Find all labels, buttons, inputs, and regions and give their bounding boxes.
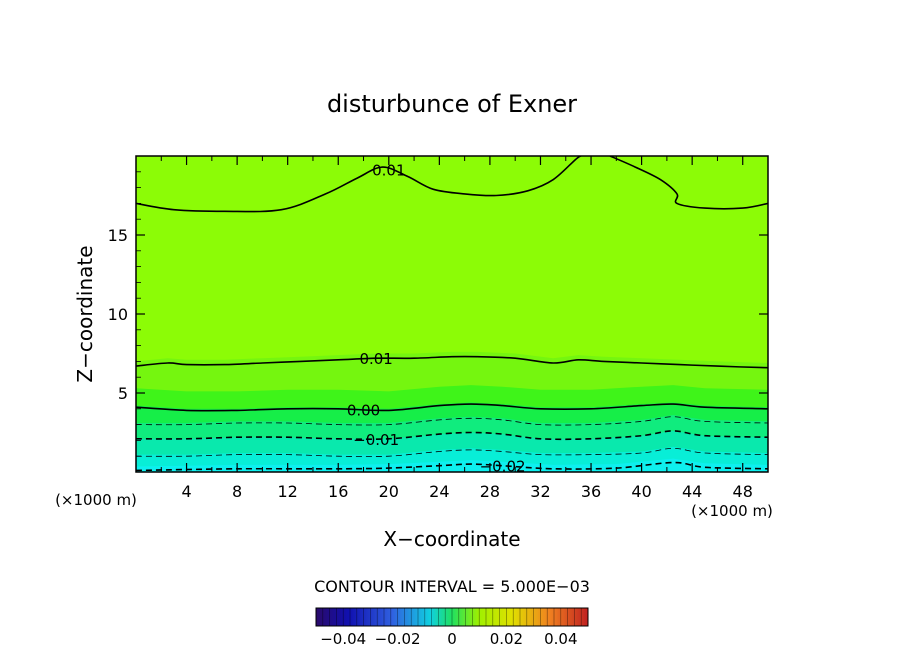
x-tick-label: 20 (379, 482, 399, 501)
contour-label: −0.01 (353, 431, 399, 449)
colorbar-tick-label: 0 (447, 630, 457, 648)
contour-label: 0.01 (359, 350, 392, 368)
y-tick-label: 5 (118, 384, 128, 403)
y-axis-label: Z−coordinate (73, 245, 97, 382)
colorbar-tick-label: −0.04 (320, 630, 366, 648)
colorbar-tick-label: 0.02 (490, 630, 523, 648)
x-tick-label: 12 (278, 482, 298, 501)
x-tick-label: 32 (530, 482, 550, 501)
contour-line (136, 447, 768, 458)
x-axis-label: X−coordinate (383, 527, 520, 551)
contour-fill-bands (136, 156, 768, 472)
contour-line (136, 403, 768, 412)
x-tick-label: 16 (328, 482, 348, 501)
contour-line (136, 461, 768, 472)
y-tick-label: 15 (108, 226, 128, 245)
colorbar-stripes (322, 608, 582, 626)
contour-label: 0.00 (347, 402, 380, 420)
contour-interval-text: CONTOUR INTERVAL = 5.000E−03 (314, 577, 590, 596)
contour-label: −0.02 (480, 458, 526, 476)
contour-line (136, 156, 582, 213)
x-tick-label: 36 (581, 482, 601, 501)
colorbar: −0.04 −0.02 0 0.02 0.04 (315, 607, 589, 648)
colorbar-tick-label: −0.02 (375, 630, 421, 648)
x-axis-ticks: 4 8 12 16 20 24 28 32 36 40 44 48 (160, 156, 753, 501)
contour-lines (136, 156, 768, 472)
contour-line (136, 430, 768, 441)
x-axis-unit-label: (×1000 m) (691, 502, 773, 520)
plot-area (136, 156, 768, 472)
colorbar-tick-label: 0.04 (544, 630, 577, 648)
chart-title: disturbunce of Exner (327, 90, 577, 118)
colorbar-tick-labels: −0.04 −0.02 0 0.02 0.04 (320, 630, 577, 648)
y-axis-ticks: 5 10 15 (108, 171, 768, 457)
x-tick-label: 28 (480, 482, 500, 501)
y-tick-label: 10 (108, 305, 128, 324)
x-tick-label: 24 (429, 482, 449, 501)
contour-label: 0.01 (372, 161, 405, 179)
x-tick-label: 8 (232, 482, 242, 501)
contour-labels: 0.01 0.01 0.00 −0.01 −0.02 (347, 161, 526, 476)
contour-line (136, 416, 768, 426)
x-tick-label: 48 (733, 482, 753, 501)
x-origin-unit-label: (×1000 m) (55, 491, 137, 509)
contour-line (609, 156, 768, 210)
contour-line (136, 355, 768, 369)
x-tick-label: 4 (181, 482, 191, 501)
x-tick-label: 40 (631, 482, 651, 501)
x-tick-label: 44 (682, 482, 702, 501)
